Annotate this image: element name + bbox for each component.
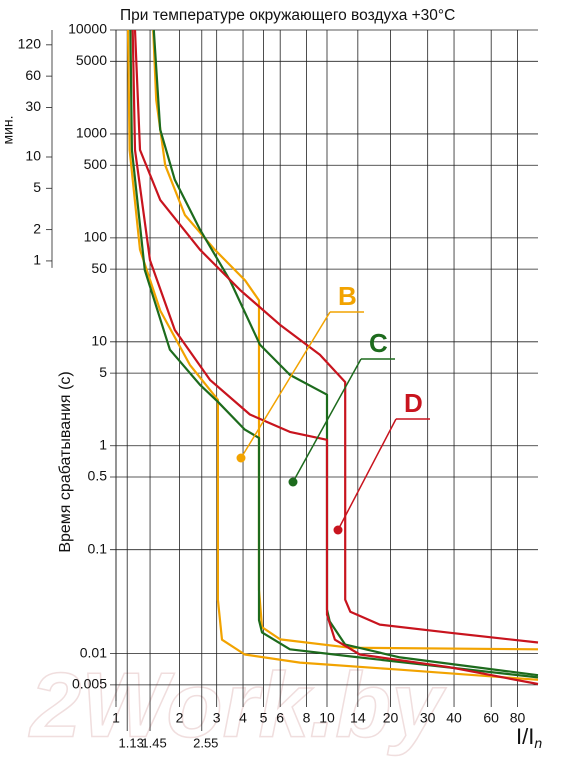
y-tick-label: 100 bbox=[84, 229, 108, 245]
y-tick-label: 50 bbox=[91, 260, 107, 276]
y2-tick-label: 1 bbox=[33, 252, 41, 268]
x-sub-tick-label: 2.55 bbox=[193, 735, 218, 750]
leader-line bbox=[292, 358, 362, 483]
y2-tick-label: 30 bbox=[25, 98, 41, 114]
x-sub-tick-label: 1.45 bbox=[141, 735, 166, 750]
x-tick-label: 20 bbox=[383, 710, 399, 726]
y-tick-label: 1 bbox=[99, 436, 107, 452]
y-tick-label: 5000 bbox=[76, 52, 107, 68]
y-tick-label: 10000 bbox=[68, 21, 107, 37]
x-axis-label: I/In bbox=[516, 724, 542, 751]
y2-tick-label: 60 bbox=[25, 67, 41, 83]
x-tick-label: 10 bbox=[319, 710, 335, 726]
y-tick-label: 5 bbox=[99, 364, 107, 380]
x-tick-label: 1 bbox=[112, 710, 120, 726]
y2-tick-label: 2 bbox=[33, 220, 41, 236]
chart-title: При температуре окружающего воздуха +30°… bbox=[120, 7, 455, 24]
y2-axis-label: мин. bbox=[0, 115, 16, 144]
x-tick-label: 14 bbox=[350, 710, 366, 726]
curve-label: C bbox=[369, 328, 388, 358]
x-tick-label: 2 bbox=[176, 710, 184, 726]
x-tick-label: 30 bbox=[420, 710, 436, 726]
x-tick-label: 40 bbox=[446, 710, 462, 726]
y-tick-label: 500 bbox=[84, 156, 108, 172]
x-tick-label: 3 bbox=[213, 710, 221, 726]
leader-dot bbox=[236, 453, 246, 463]
curve-label: D bbox=[404, 388, 423, 418]
curve-label: B bbox=[338, 281, 357, 311]
x-axis-label-main: I/I bbox=[516, 724, 534, 749]
y-tick-label: 0.01 bbox=[80, 644, 107, 660]
y-tick-label: 0.005 bbox=[72, 676, 107, 692]
y-tick-label: 0.5 bbox=[88, 468, 108, 484]
watermark: 2Work.by bbox=[28, 654, 446, 756]
leader-dot bbox=[333, 525, 343, 535]
trip-curve bbox=[152, 29, 539, 651]
leader-line bbox=[337, 418, 397, 531]
leader-dot bbox=[288, 477, 298, 487]
x-sub-tick-label: 1.13 bbox=[119, 735, 144, 750]
trip-curve bbox=[126, 29, 539, 681]
y-axis-label: Время срабатывания (с) bbox=[57, 371, 74, 552]
x-tick-label: 4 bbox=[239, 710, 247, 726]
trip-curve bbox=[129, 29, 539, 679]
x-tick-label: 5 bbox=[260, 710, 268, 726]
y-tick-label: 0.1 bbox=[88, 540, 108, 556]
x-tick-label: 8 bbox=[303, 710, 311, 726]
y2-tick-label: 10 bbox=[25, 148, 41, 164]
trip-curve bbox=[133, 29, 539, 644]
y-tick-label: 1000 bbox=[76, 125, 107, 141]
y2-tick-label: 5 bbox=[33, 179, 41, 195]
leader-line bbox=[240, 311, 331, 459]
x-tick-label: 60 bbox=[483, 710, 499, 726]
y2-tick-label: 120 bbox=[18, 36, 42, 52]
trip-curve bbox=[131, 29, 539, 686]
x-tick-label: 80 bbox=[510, 710, 526, 726]
x-axis-label-sub: n bbox=[534, 735, 542, 751]
y-tick-label: 10 bbox=[91, 333, 107, 349]
x-tick-label: 6 bbox=[276, 710, 284, 726]
